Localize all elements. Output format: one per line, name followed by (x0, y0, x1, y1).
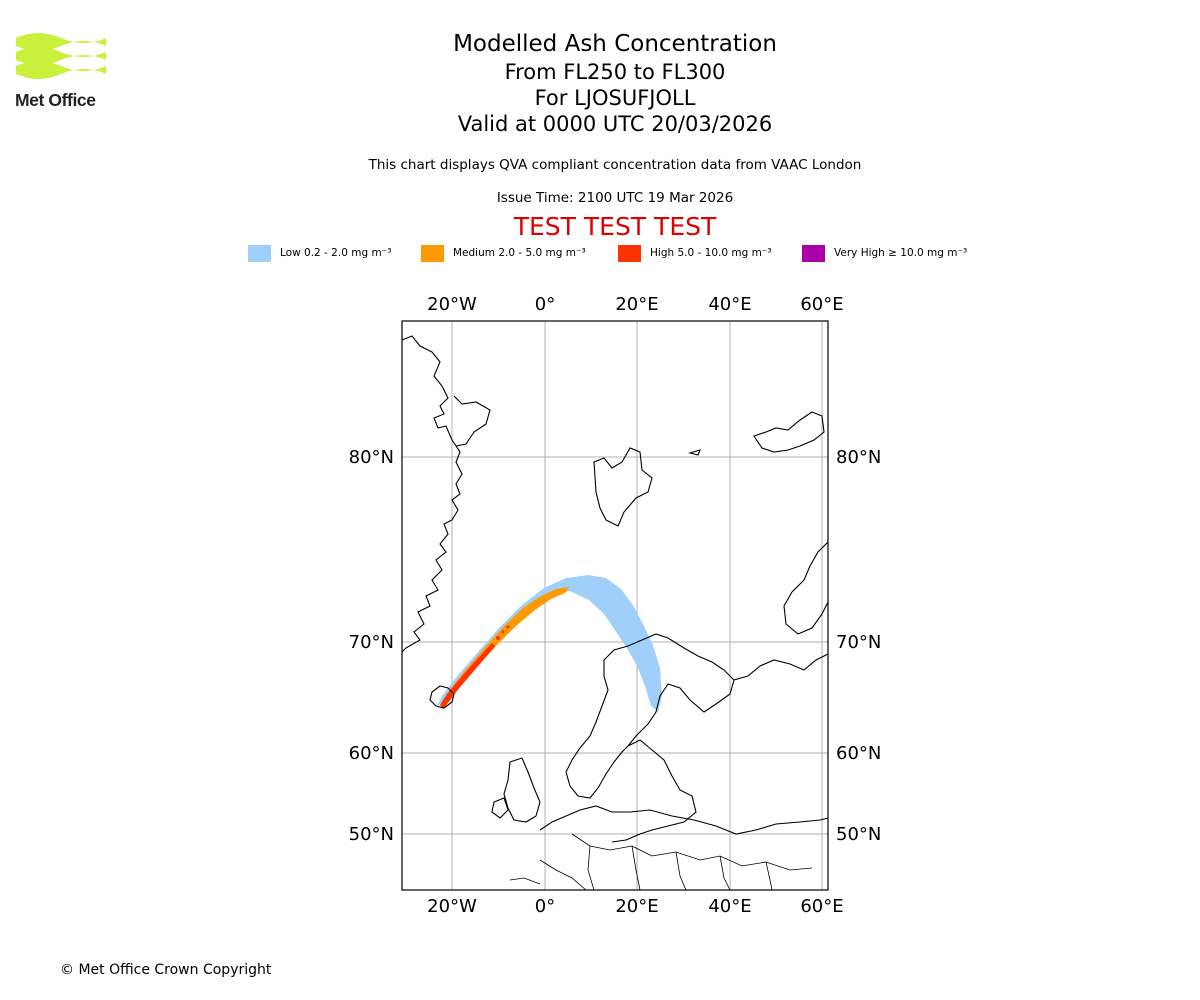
lon-label-bottom-20e: 20°E (615, 896, 658, 917)
kola-white-sea (733, 653, 828, 681)
ash-high-region (440, 643, 495, 709)
svalbard-island-east (687, 449, 701, 456)
baltic-coast (611, 739, 697, 843)
map-border (401, 320, 829, 891)
lon-label-bottom-40e: 40°E (708, 896, 751, 917)
iceland-coast (429, 685, 455, 709)
british-isles (503, 757, 541, 823)
lon-label-top-60e: 60°E (800, 294, 843, 315)
test-banner: TEST TEST TEST (513, 212, 717, 241)
lat-label-left-60n: 60°N (349, 743, 394, 764)
greenland-coast (402, 335, 463, 653)
graticule (402, 321, 828, 890)
svalbard-coast (593, 447, 653, 527)
longitude-labels-top: 20°W 0° 20°E 40°E 60°E (427, 294, 843, 315)
europe-continent (539, 805, 828, 835)
ash-high-dots (486, 625, 510, 652)
issue-time: Issue Time: 2100 UTC 19 Mar 2026 (496, 190, 734, 206)
franz-josef-land (753, 411, 825, 453)
met-office-logo-text: Met Office (15, 90, 96, 110)
valid-time: Valid at 0000 UTC 20/03/2026 (457, 112, 773, 136)
lon-label-top-0: 0° (535, 294, 555, 315)
scandinavia-coast (565, 633, 735, 799)
lat-label-right-50n: 50°N (836, 824, 881, 845)
lon-label-bottom-20w: 20°W (427, 896, 477, 917)
lon-label-top-20w: 20°W (427, 294, 477, 315)
met-office-logo: Met Office (14, 30, 109, 112)
europe-borders (509, 833, 813, 890)
legend-label-medium: Medium 2.0 - 5.0 mg m⁻³ (453, 247, 586, 259)
ash-plume (437, 575, 662, 712)
latitude-labels-right: 80°N 70°N 60°N 50°N (836, 447, 881, 845)
lat-label-right-80n: 80°N (836, 447, 881, 468)
legend-label-low: Low 0.2 - 2.0 mg m⁻³ (280, 247, 392, 259)
novaya-zemlya-coast (783, 541, 828, 635)
ireland-coast (491, 797, 509, 819)
lat-label-left-70n: 70°N (349, 632, 394, 653)
legend-swatch-low (248, 245, 271, 262)
ash-low-region (437, 575, 662, 712)
greenland-ne-coast (453, 395, 491, 447)
lon-label-top-40e: 40°E (708, 294, 751, 315)
flight-level-range: From FL250 to FL300 (504, 60, 726, 84)
met-office-waves-icon (16, 33, 106, 79)
lat-label-left-80n: 80°N (349, 447, 394, 468)
lat-label-right-60n: 60°N (836, 743, 881, 764)
lat-label-left-50n: 50°N (349, 824, 394, 845)
lon-label-top-20e: 20°E (615, 294, 658, 315)
lon-label-bottom-0: 0° (535, 896, 555, 917)
volcano-location: For LJOSUFJOLL (534, 86, 696, 110)
legend-swatch-very-high (802, 245, 825, 262)
chart-title: Modelled Ash Concentration (453, 31, 777, 57)
longitude-labels-bottom: 20°W 0° 20°E 40°E 60°E (427, 896, 843, 917)
chart-description: This chart displays QVA compliant concen… (368, 157, 862, 173)
coastlines (402, 335, 828, 890)
latitude-labels-left: 80°N 70°N 60°N 50°N (349, 447, 394, 845)
chart-header: Modelled Ash Concentration From FL250 to… (415, 30, 815, 137)
copyright-notice: © Met Office Crown Copyright (60, 962, 272, 978)
legend-swatch-high (618, 245, 641, 262)
legend-swatch-medium (421, 245, 444, 262)
lon-label-bottom-60e: 60°E (800, 896, 843, 917)
legend-label-very-high: Very High ≥ 10.0 mg m⁻³ (834, 247, 968, 259)
lat-label-right-70n: 70°N (836, 632, 881, 653)
legend-label-high: High 5.0 - 10.0 mg m⁻³ (650, 247, 772, 259)
